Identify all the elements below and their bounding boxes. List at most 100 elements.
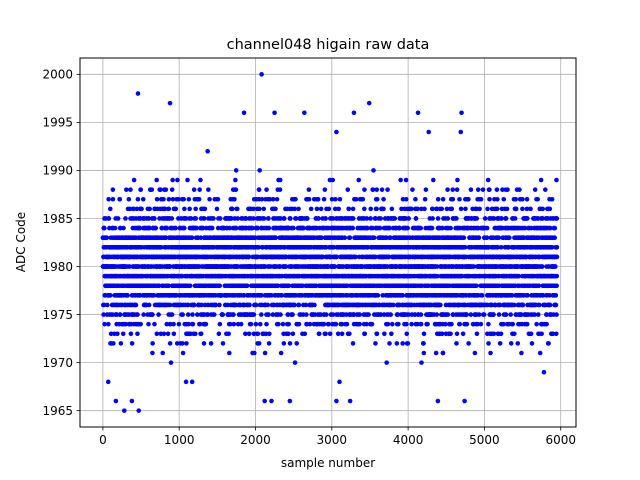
data-point [323,331,328,337]
data-point [337,379,342,385]
data-point [135,331,140,337]
data-point [336,206,341,212]
data-point [419,360,424,365]
data-point [330,177,336,183]
data-point [146,216,152,221]
data-point [160,350,166,356]
data-point [350,216,356,221]
data-point [371,168,376,173]
data-point [202,206,208,212]
data-point [166,283,171,289]
data-point [342,235,348,240]
data-point [206,187,211,192]
data-point [290,331,296,337]
data-point [185,312,191,317]
data-point [261,216,267,221]
data-point [135,312,140,317]
data-point [266,312,271,317]
data-point [458,206,464,212]
data-point [445,187,450,192]
data-point [115,331,120,337]
data-point [232,196,237,202]
data-point [101,312,106,317]
data-point [438,302,443,308]
data-point [435,196,441,202]
data-point [423,187,429,192]
data-point [112,225,118,231]
data-point [389,321,395,327]
data-point [385,321,391,327]
data-point [264,321,269,327]
data-point [273,206,278,212]
data-point [181,196,186,202]
data-point [106,196,111,202]
data-point [151,293,157,298]
data-point [305,216,310,221]
data-point [208,341,214,346]
data-point [158,245,164,250]
data-point [308,206,314,212]
data-point [120,331,126,337]
data-point [475,187,481,192]
data-point [227,225,233,231]
data-point [281,216,287,221]
data-point [466,196,471,202]
data-point [256,341,262,346]
data-point [378,216,383,221]
data-point [229,206,235,212]
data-point [102,321,107,327]
data-point [473,283,479,289]
data-point [186,196,192,202]
data-point [174,341,180,346]
data-point [382,331,387,337]
data-point [217,302,222,308]
data-point [251,350,257,356]
data-point [197,187,202,192]
data-point [374,196,380,202]
data-point [454,187,460,192]
data-point [101,302,107,308]
data-point [480,187,486,192]
data-point [413,216,419,221]
data-point [326,206,332,212]
data-point [167,341,173,346]
data-point [374,331,380,337]
data-point [117,225,123,231]
data-point [368,206,374,212]
data-point [267,331,272,337]
data-point [362,331,368,337]
data-point [314,206,320,212]
data-point [135,196,141,202]
data-point [278,312,283,317]
data-point [362,187,367,192]
data-point [231,312,236,317]
data-point [247,302,252,308]
data-point [345,187,351,192]
data-point [445,312,451,317]
data-point [108,293,113,298]
data-point [425,321,430,327]
data-point [184,341,189,346]
data-point [324,312,329,317]
data-point [362,206,367,212]
data-point [373,341,378,346]
data-point [189,235,195,240]
data-point [321,196,327,202]
data-point [333,196,338,202]
data-point [477,206,482,212]
data-point [171,321,176,327]
data-point [277,177,283,183]
data-point [137,225,143,231]
data-point [215,196,221,202]
data-point [368,216,373,221]
data-point [231,321,237,327]
data-point [350,206,356,212]
data-point [302,331,308,337]
data-point [211,216,216,221]
data-point [296,206,301,212]
data-point [161,331,167,337]
data-point [217,321,223,327]
data-point [243,331,248,337]
data-point [347,331,352,337]
data-point [170,196,176,202]
